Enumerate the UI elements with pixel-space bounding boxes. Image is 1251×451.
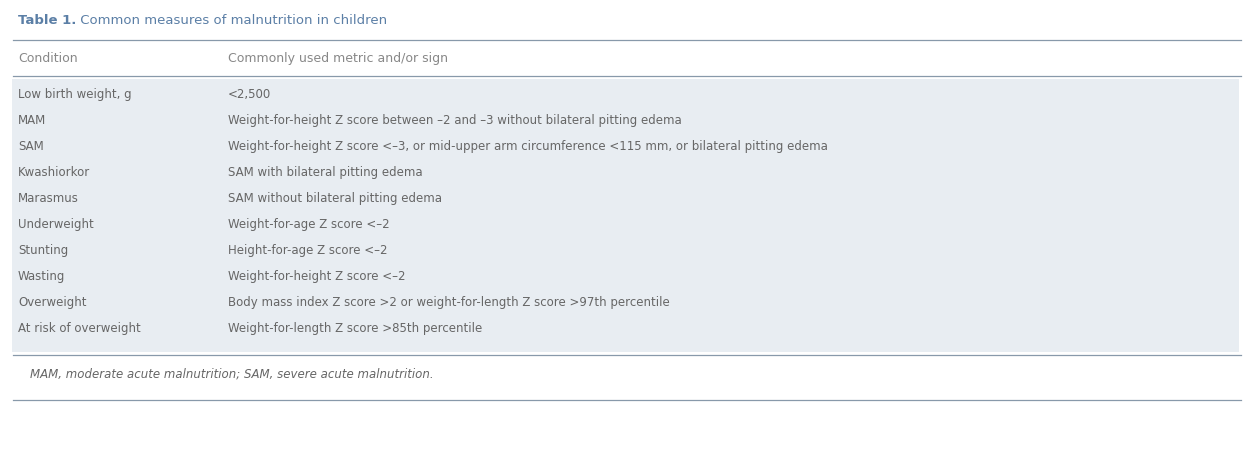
- Text: Stunting: Stunting: [18, 244, 69, 257]
- Text: Underweight: Underweight: [18, 218, 94, 231]
- Text: Condition: Condition: [18, 52, 78, 65]
- Text: SAM: SAM: [18, 140, 44, 153]
- Text: SAM without bilateral pitting edema: SAM without bilateral pitting edema: [228, 192, 442, 205]
- Text: MAM: MAM: [18, 114, 46, 127]
- Text: SAM with bilateral pitting edema: SAM with bilateral pitting edema: [228, 166, 423, 179]
- Text: Height-for-age Z score <–2: Height-for-age Z score <–2: [228, 244, 388, 257]
- Text: <2,500: <2,500: [228, 88, 271, 101]
- Bar: [13, 79, 1238, 352]
- Text: Weight-for-length Z score >85th percentile: Weight-for-length Z score >85th percenti…: [228, 322, 482, 335]
- Text: MAM, moderate acute malnutrition; SAM, severe acute malnutrition.: MAM, moderate acute malnutrition; SAM, s…: [30, 368, 434, 381]
- Text: Wasting: Wasting: [18, 270, 65, 283]
- Text: Weight-for-height Z score between –2 and –3 without bilateral pitting edema: Weight-for-height Z score between –2 and…: [228, 114, 682, 127]
- Text: Weight-for-height Z score <–2: Weight-for-height Z score <–2: [228, 270, 405, 283]
- Text: Kwashiorkor: Kwashiorkor: [18, 166, 90, 179]
- Text: Marasmus: Marasmus: [18, 192, 79, 205]
- Text: Body mass index Z score >2 or weight-for-length Z score >97th percentile: Body mass index Z score >2 or weight-for…: [228, 296, 669, 309]
- Text: Overweight: Overweight: [18, 296, 86, 309]
- Text: Low birth weight, g: Low birth weight, g: [18, 88, 131, 101]
- Text: Commonly used metric and/or sign: Commonly used metric and/or sign: [228, 52, 448, 65]
- Text: Weight-for-age Z score <–2: Weight-for-age Z score <–2: [228, 218, 389, 231]
- Text: At risk of overweight: At risk of overweight: [18, 322, 141, 335]
- Text: Common measures of malnutrition in children: Common measures of malnutrition in child…: [76, 14, 387, 27]
- Text: Table 1.: Table 1.: [18, 14, 76, 27]
- Text: Weight-for-height Z score <–3, or mid-upper arm circumference <115 mm, or bilate: Weight-for-height Z score <–3, or mid-up…: [228, 140, 828, 153]
